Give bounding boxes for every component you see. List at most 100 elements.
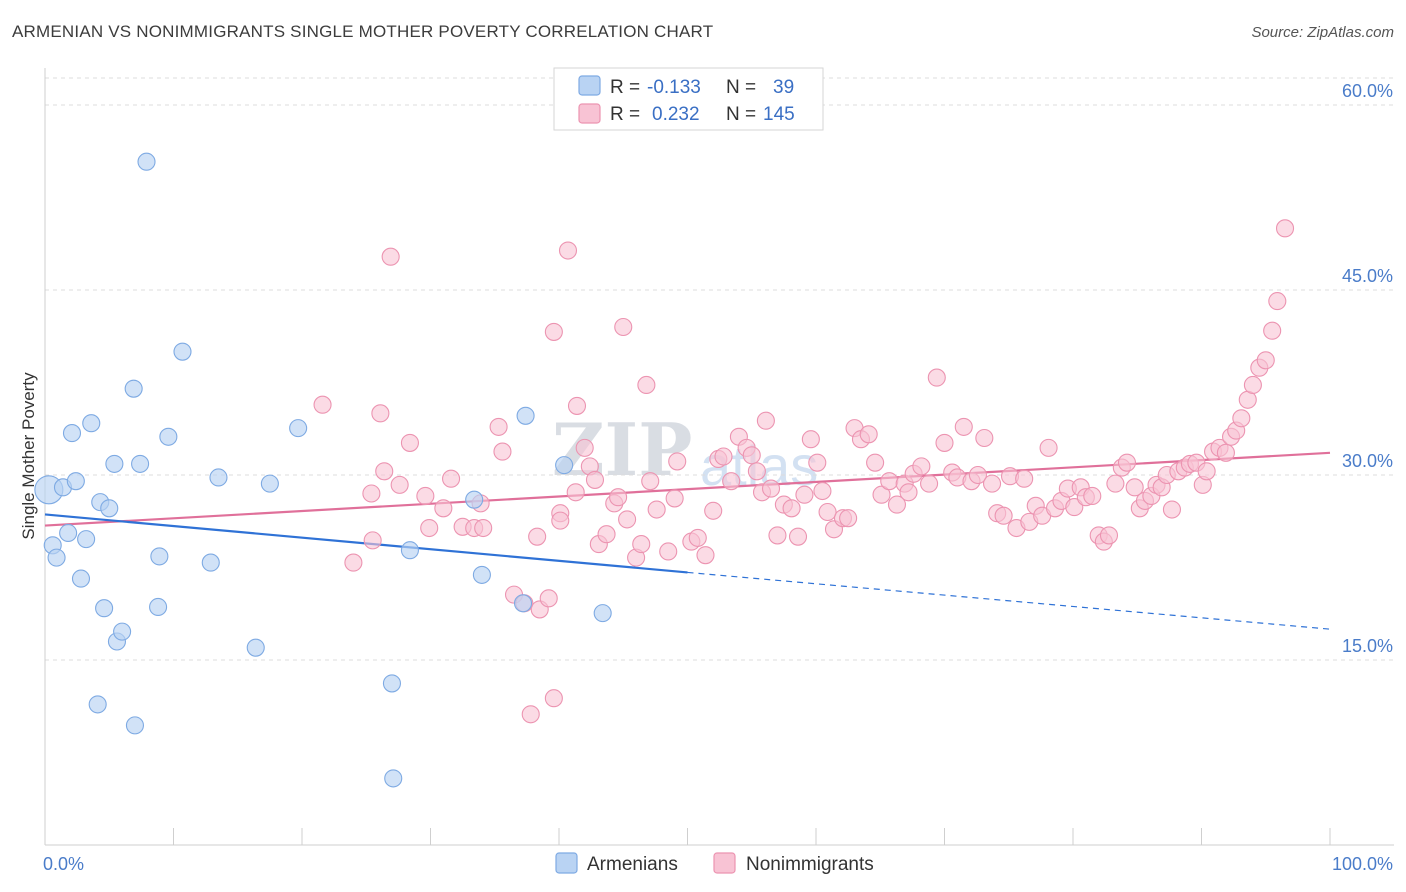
- point-nonimmigrants: [551, 511, 570, 530]
- x-tick-label: 0.0%: [43, 854, 84, 874]
- bottom-legend-label-armenians: Armenians: [587, 854, 678, 875]
- point-nonimmigrants: [344, 553, 363, 572]
- point-nonimmigrants: [566, 483, 585, 502]
- point-nonimmigrants: [1065, 498, 1084, 517]
- point-nonimmigrants: [912, 457, 931, 476]
- point-armenians: [513, 594, 533, 613]
- point-nonimmigrants: [722, 472, 741, 491]
- point-nonimmigrants: [1015, 469, 1034, 488]
- legend-swatch-armenians: [578, 75, 601, 96]
- point-nonimmigrants: [968, 465, 987, 485]
- x-tick-labels: 0.0% 100.0%: [43, 854, 1393, 874]
- point-armenians: [82, 414, 101, 433]
- point-nonimmigrants: [887, 495, 907, 514]
- point-armenians: [173, 342, 192, 361]
- bottom-legend-swatch-armenians: [555, 852, 578, 874]
- point-armenians: [593, 604, 612, 623]
- point-nonimmigrants: [1263, 321, 1282, 340]
- point-nonimmigrants: [597, 525, 616, 544]
- point-nonimmigrants: [416, 486, 435, 506]
- point-nonimmigrants: [637, 375, 656, 395]
- point-nonimmigrants: [632, 535, 651, 554]
- point-armenians: [88, 695, 107, 714]
- point-nonimmigrants: [866, 453, 885, 472]
- point-nonimmigrants: [801, 430, 820, 449]
- point-nonimmigrants: [859, 425, 878, 444]
- point-nonimmigrants: [1162, 500, 1181, 519]
- y-tick-label: 60.0%: [1342, 81, 1393, 101]
- point-nonimmigrants: [782, 499, 801, 518]
- point-armenians: [131, 454, 150, 473]
- point-nonimmigrants: [1268, 292, 1287, 311]
- point-armenians: [137, 152, 156, 171]
- point-armenians: [209, 468, 228, 487]
- point-nonimmigrants: [954, 417, 973, 436]
- point-nonimmigrants: [880, 472, 899, 491]
- point-nonimmigrants: [434, 499, 453, 518]
- point-armenians: [105, 454, 124, 473]
- watermark-zip: ZIP: [552, 407, 692, 492]
- legend-swatch-nonimmigrants: [578, 103, 601, 124]
- point-nonimmigrants: [528, 527, 547, 546]
- legend-r-label-armenians: R =: [610, 77, 640, 98]
- point-nonimmigrants: [474, 518, 493, 538]
- point-armenians: [59, 523, 78, 543]
- point-nonimmigrants: [442, 469, 461, 488]
- series-armenians: [34, 152, 612, 788]
- point-armenians: [66, 472, 85, 491]
- point-nonimmigrants: [818, 502, 837, 522]
- legend-r-value-armenians: -0.133: [647, 77, 701, 98]
- point-armenians: [201, 553, 220, 572]
- point-armenians: [246, 638, 265, 657]
- legend-n-value-nonimmigrants: 145: [763, 104, 795, 125]
- point-nonimmigrants: [544, 322, 563, 341]
- point-nonimmigrants: [982, 474, 1002, 493]
- point-armenians: [62, 424, 82, 443]
- point-nonimmigrants: [575, 438, 594, 457]
- point-nonimmigrants: [1083, 486, 1102, 506]
- point-nonimmigrants: [558, 241, 578, 260]
- bottom-legend-label-nonimmigrants: Nonimmigrants: [746, 854, 874, 875]
- point-nonimmigrants: [994, 506, 1013, 525]
- y-tick-label: 15.0%: [1342, 636, 1393, 656]
- y-axis-title: Single Mother Poverty: [19, 372, 38, 540]
- point-armenians: [113, 622, 132, 641]
- point-nonimmigrants: [899, 483, 918, 502]
- point-nonimmigrants: [493, 442, 512, 461]
- point-nonimmigrants: [362, 484, 381, 503]
- point-nonimmigrants: [647, 500, 666, 519]
- x-ticks: [173, 828, 1331, 845]
- point-armenians: [95, 599, 114, 618]
- point-nonimmigrants: [795, 485, 814, 504]
- legend-n-label-armenians: N =: [726, 77, 756, 98]
- point-nonimmigrants: [371, 404, 390, 423]
- point-nonimmigrants: [927, 368, 946, 387]
- y-tick-labels: 15.0% 30.0% 45.0% 60.0%: [1342, 81, 1393, 656]
- point-armenians: [465, 490, 484, 509]
- point-nonimmigrants: [920, 474, 939, 493]
- point-nonimmigrants: [1117, 453, 1137, 472]
- point-nonimmigrants: [839, 509, 858, 528]
- point-nonimmigrants: [1256, 351, 1275, 370]
- point-nonimmigrants: [363, 531, 382, 550]
- point-nonimmigrants: [808, 453, 827, 472]
- series-nonimmigrants: [313, 219, 1295, 724]
- point-nonimmigrants: [390, 475, 409, 494]
- point-nonimmigrants: [761, 479, 781, 498]
- point-nonimmigrants: [788, 527, 808, 546]
- point-nonimmigrants: [1099, 526, 1119, 545]
- point-nonimmigrants: [1039, 438, 1058, 457]
- point-nonimmigrants: [742, 446, 761, 465]
- y-tick-label: 45.0%: [1342, 266, 1393, 286]
- point-nonimmigrants: [872, 485, 891, 504]
- point-armenians: [150, 547, 169, 566]
- point-armenians: [124, 379, 143, 398]
- point-armenians: [555, 456, 574, 475]
- point-nonimmigrants: [665, 489, 684, 508]
- point-armenians: [260, 474, 279, 493]
- point-nonimmigrants: [756, 411, 775, 430]
- point-nonimmigrants: [1197, 462, 1216, 481]
- point-armenians: [289, 419, 308, 438]
- point-armenians: [472, 565, 491, 584]
